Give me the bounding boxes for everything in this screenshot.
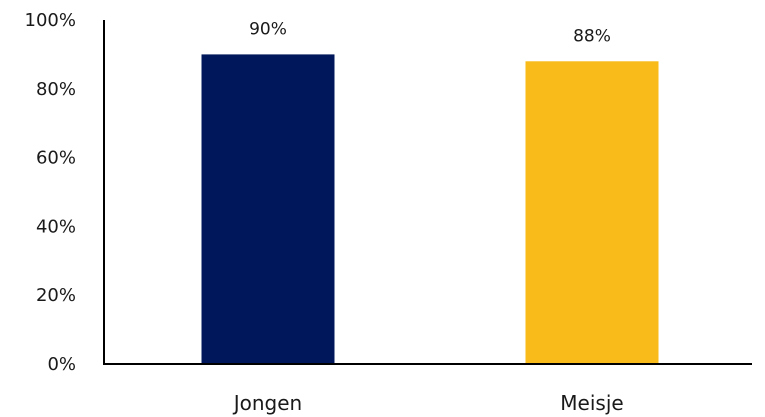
y-tick-label: 80% bbox=[36, 79, 76, 100]
data-label-meisje: 88% bbox=[573, 26, 611, 46]
y-tick-label: 100% bbox=[25, 10, 76, 31]
bars bbox=[201, 54, 659, 365]
bar-meisje bbox=[525, 61, 659, 364]
data-labels: 90% 88% bbox=[249, 19, 611, 46]
y-tick-label: 60% bbox=[36, 148, 76, 169]
data-label-jongen: 90% bbox=[249, 19, 287, 39]
y-tick-label: 0% bbox=[47, 354, 76, 375]
y-tick-label: 20% bbox=[36, 285, 76, 306]
x-tick-label-meisje: Meisje bbox=[560, 391, 623, 415]
x-tick-label-jongen: Jongen bbox=[232, 391, 303, 415]
bar-jongen bbox=[201, 54, 335, 365]
y-axis-ticks: 0% 20% 40% 60% 80% 100% bbox=[25, 10, 76, 375]
x-axis-labels: Jongen Meisje bbox=[232, 391, 624, 415]
y-tick-label: 40% bbox=[36, 216, 76, 237]
